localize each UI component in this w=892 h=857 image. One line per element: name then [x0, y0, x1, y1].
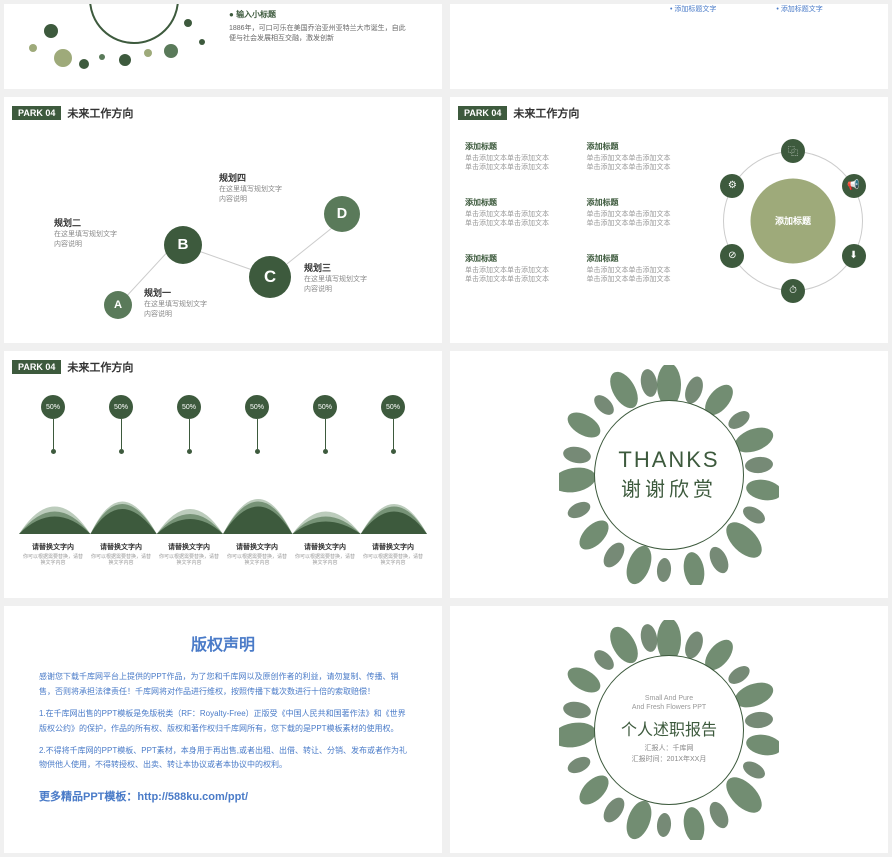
pin-4: 50% [313, 395, 337, 454]
wheel-icon-2: ⬇ [842, 244, 866, 268]
park-badge: PARK 04 [12, 360, 61, 374]
chart-label-3: 请替换文字内你可以根据需要替换，请替换文字内容 [227, 542, 287, 566]
s2-bullet1: 添加标题文字 [670, 4, 716, 14]
text-item-5: 添加标题单击添加文本单击添加文本单击添加文本单击添加文本 [587, 253, 694, 301]
s1-body: 1886年，可口可乐在美国乔治亚州亚特兰大市诞生，自此便与社会发展相互交融，激发… [229, 24, 409, 44]
thanks-cn: 谢谢欣赏 [621, 473, 717, 502]
slide-circular-flow: PARK 04 未来工作方向 添加标题单击添加文本单击添加文本单击添加文本单击添… [450, 97, 888, 344]
text-item-1: 添加标题单击添加文本单击添加文本单击添加文本单击添加文本 [587, 141, 694, 189]
park-badge: PARK 04 [458, 106, 507, 120]
text-item-4: 添加标题单击添加文本单击添加文本单击添加文本单击添加文本 [465, 253, 572, 301]
title-main: 个人述职报告 [621, 716, 717, 740]
bubble-B: B [164, 226, 202, 264]
pin-1: 50% [109, 395, 133, 454]
text-item-2: 添加标题单击添加文本单击添加文本单击添加文本单击添加文本 [465, 197, 572, 245]
bubble-label-B: 规划二在这里填写规划文字内容说明 [54, 216, 117, 249]
slide-partial-1: ● 输入小标题 1886年，可口可乐在美国乔治亚州亚特兰大市诞生，自此便与社会发… [4, 4, 442, 89]
slide-copyright: 版权声明 感谢您下载千库网平台上提供的PPT作品，为了您和千库网以及原创作者的利… [4, 606, 442, 853]
chart-label-5: 请替换文字内你可以根据需要替换，请替换文字内容 [363, 542, 423, 566]
pin-3: 50% [245, 395, 269, 454]
title-date: 汇报时间：201X年XX月 [632, 755, 707, 766]
pin-0: 50% [41, 395, 65, 454]
title-sub-en: Small And PureAnd Fresh Flowers PPT [632, 694, 706, 712]
wheel-center: 添加标题 [758, 186, 828, 256]
slide-bubble-chart: PARK 04 未来工作方向 A 规划一在这里填写规划文字内容说明 B 规划二在这里填… [4, 97, 442, 344]
wheel-icon-4: ⊘ [720, 244, 744, 268]
wheel-icon-5: ⚙ [720, 174, 744, 198]
wheel-icon-0: ⿻ [781, 139, 805, 163]
bubble-label-A: 规划一在这里填写规划文字内容说明 [144, 286, 207, 319]
pin-5: 50% [381, 395, 405, 454]
copyright-title: 版权声明 [39, 631, 407, 655]
text-item-3: 添加标题单击添加文本单击添加文本单击添加文本单击添加文本 [587, 197, 694, 245]
copyright-p3: 2.不得将千库网的PPT模板、PPT素材，本身用于再出售,或者出租、出借、转让、… [39, 744, 407, 773]
park-title: 未来工作方向 [67, 359, 133, 375]
bubble-label-C: 规划三在这里填写规划文字内容说明 [304, 261, 367, 294]
chart-label-1: 请替换文字内你可以根据需要替换，请替换文字内容 [91, 542, 151, 566]
chart-label-2: 请替换文字内你可以根据需要替换，请替换文字内容 [159, 542, 219, 566]
title-presenter: 汇报人：千库网 [632, 744, 707, 755]
bubble-D: D [324, 196, 360, 232]
slide-title: Small And PureAnd Fresh Flowers PPT 个人述职… [450, 606, 888, 853]
park-title: 未来工作方向 [67, 105, 133, 121]
wheel-icon-3: ⏱ [781, 279, 805, 303]
copyright-p1: 感谢您下载千库网平台上提供的PPT作品，为了您和千库网以及原创作者的利益，请勿复… [39, 670, 407, 699]
slide-partial-2: 添加标题文字 添加标题文字 [450, 4, 888, 89]
bubble-A: A [104, 291, 132, 319]
chart-label-4: 请替换文字内你可以根据需要替换，请替换文字内容 [295, 542, 355, 566]
copyright-p2: 1.在千库网出售的PPT模板是免版税类（RF：Royalty-Free）正版受《… [39, 707, 407, 736]
chart-label-0: 请替换文字内你可以根据需要替换，请替换文字内容 [23, 542, 83, 566]
text-item-0: 添加标题单击添加文本单击添加文本单击添加文本单击添加文本 [465, 141, 572, 189]
slide-mountain-chart: PARK 04 未来工作方向 50% 50% 50% 50% 50% 50% 请替换文字内… [4, 351, 442, 598]
s1-subtitle: 输入小标题 [236, 10, 276, 19]
bubble-label-D: 规划四在这里填写规划文字内容说明 [219, 171, 282, 204]
pin-2: 50% [177, 395, 201, 454]
park-badge: PARK 04 [12, 106, 61, 120]
park-title: 未来工作方向 [513, 105, 579, 121]
slide-thanks: THANKS 谢谢欣赏 [450, 351, 888, 598]
thanks-en: THANKS [618, 447, 719, 473]
copyright-link[interactable]: 更多精品PPT模板：http://588ku.com/ppt/ [39, 788, 407, 804]
s2-bullet2: 添加标题文字 [776, 4, 822, 14]
bubble-C: C [249, 256, 291, 298]
wheel-icon-1: 📢 [842, 174, 866, 198]
